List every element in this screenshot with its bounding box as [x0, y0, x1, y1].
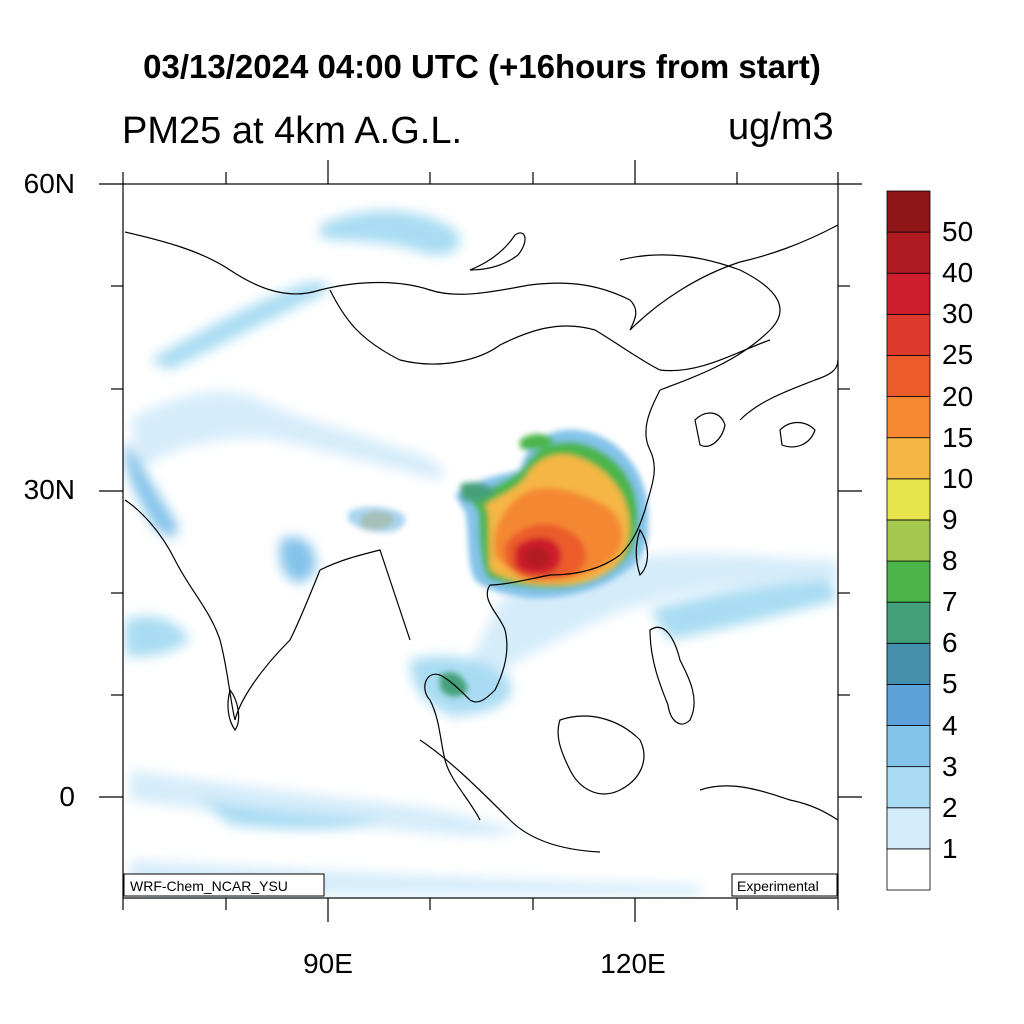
colorbar-label: 3 [942, 750, 958, 782]
colorbar-swatch [886, 642, 931, 685]
colorbar-label: 50 [942, 216, 974, 248]
colorbar-swatch [886, 601, 931, 644]
lon-label-90e: 90E [303, 948, 353, 979]
colorbar-label: 4 [942, 709, 958, 741]
status-label: Experimental [737, 878, 819, 894]
units-label: ug/m3 [728, 106, 834, 148]
colorbar-swatch [886, 807, 931, 850]
status-label-box [731, 873, 838, 897]
colorbar-swatch [886, 725, 931, 768]
colorbar-swatch [886, 396, 931, 439]
colorbar-label: 6 [942, 627, 958, 659]
axis-ticks [99, 160, 862, 922]
colorbar [886, 190, 931, 891]
lat-label-30n: 30N [23, 474, 75, 505]
colorbar-label: 8 [942, 545, 958, 577]
colorbar-swatch [886, 478, 931, 521]
colorbar-label: 7 [942, 586, 958, 618]
colorbar-label: 20 [942, 380, 974, 412]
colorbar-swatch [886, 231, 931, 274]
variable-subtitle: PM25 at 4km A.G.L. [122, 110, 463, 152]
colorbar-label: 40 [942, 257, 974, 289]
colorbar-swatch [886, 355, 931, 397]
colorbar-label: 30 [942, 298, 974, 330]
pm25-field [124, 210, 838, 895]
colorbar-swatch [886, 560, 931, 603]
colorbar-label: 25 [942, 339, 974, 371]
lon-label-120e: 120E [600, 948, 666, 979]
colorbar-swatch [886, 684, 931, 726]
colorbar-label: 5 [942, 668, 958, 700]
colorbar-swatch [886, 313, 931, 356]
colorbar-label: 2 [942, 791, 958, 823]
lat-label-60n: 60N [23, 168, 75, 199]
colorbar-swatch [886, 848, 931, 891]
colorbar-swatch [886, 272, 931, 315]
colorbar-swatch [886, 519, 931, 562]
colorbar-swatch [886, 190, 931, 233]
model-label: WRF-Chem_NCAR_YSU [130, 878, 288, 894]
coastlines [124, 224, 838, 853]
colorbar-label: 10 [942, 462, 974, 494]
colorbar-swatch [886, 766, 931, 809]
model-label-box [123, 873, 325, 897]
colorbar-label: 9 [942, 503, 958, 535]
colorbar-swatch [886, 437, 931, 480]
colorbar-label: 15 [942, 421, 974, 453]
lat-label-0: 0 [59, 781, 75, 812]
colorbar-label: 1 [942, 832, 958, 864]
map-title: 03/13/2024 04:00 UTC (+16hours from star… [143, 48, 821, 85]
